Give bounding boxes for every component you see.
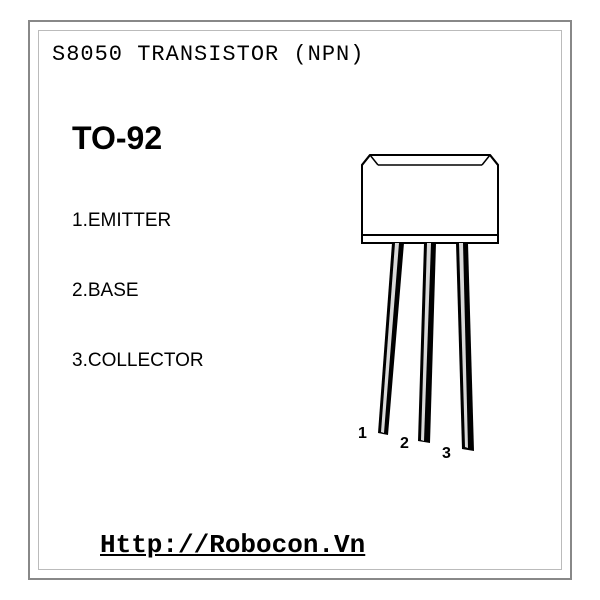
pin-list: 1.EMITTER 2.BASE 3.COLLECTOR bbox=[72, 210, 204, 420]
transistor-diagram: 1 2 3 bbox=[330, 135, 520, 455]
package-type-label: TO-92 bbox=[72, 120, 162, 157]
pin-collector: 3.COLLECTOR bbox=[72, 350, 204, 372]
source-url: Http://Robocon.Vn bbox=[100, 530, 365, 560]
pin-number-1: 1 bbox=[358, 425, 367, 443]
pin-number-3: 3 bbox=[442, 445, 451, 463]
pin-base: 2.BASE bbox=[72, 280, 204, 302]
page-title: S8050 TRANSISTOR (NPN) bbox=[52, 42, 364, 67]
pin-number-2: 2 bbox=[400, 435, 409, 453]
pin-emitter: 1.EMITTER bbox=[72, 210, 204, 232]
